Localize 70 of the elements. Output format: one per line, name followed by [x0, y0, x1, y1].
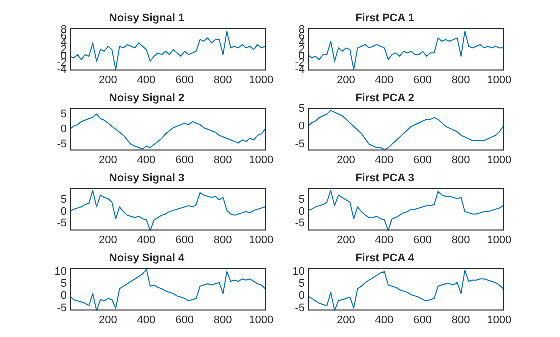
x-tick-label: 800	[452, 74, 470, 86]
x-tick-label: 600	[414, 234, 432, 246]
x-tick-label: 1000	[249, 234, 274, 246]
y-tick-label: -5	[295, 302, 305, 314]
x-tick-label: 200	[98, 234, 118, 246]
x-tick-label: 200	[336, 74, 356, 86]
chart-title: First PCA 2	[356, 92, 414, 105]
x-tick-label: 600	[176, 234, 194, 246]
chart-title: First PCA 4	[356, 252, 416, 265]
y-tick-label: -4	[57, 64, 67, 76]
x-tick-label: 400	[375, 154, 394, 166]
chart-title: Noisy Signal 1	[109, 12, 185, 25]
x-tick-label: 200	[336, 154, 356, 166]
x-tick-label: 800	[214, 314, 232, 326]
chart-title: Noisy Signal 4	[109, 252, 186, 265]
x-tick-label: 600	[176, 314, 194, 326]
x-tick-label: 200	[98, 314, 118, 326]
x-tick-label: 1000	[249, 154, 274, 166]
x-tick-label: 400	[375, 314, 394, 326]
x-tick-label: 1000	[487, 74, 512, 86]
chart-title: First PCA 3	[356, 172, 414, 185]
y-tick-label: 0	[60, 206, 67, 218]
x-tick-label: 1000	[487, 314, 512, 326]
x-tick-label: 400	[137, 314, 156, 326]
x-tick-label: 600	[176, 154, 194, 166]
y-tick-label: -4	[295, 64, 305, 76]
x-tick-label: 600	[414, 314, 432, 326]
x-tick-label: 800	[214, 234, 232, 246]
x-tick-label: 800	[214, 154, 232, 166]
x-tick-label: 800	[452, 154, 470, 166]
x-tick-label: 200	[336, 314, 356, 326]
x-tick-label: 600	[176, 74, 194, 86]
x-tick-label: 600	[414, 74, 432, 86]
y-tick-label: -5	[295, 218, 305, 230]
y-tick-label: 0	[60, 124, 67, 136]
y-tick-label: -5	[57, 218, 67, 230]
x-tick-label: 1000	[487, 234, 512, 246]
y-tick-label: 5	[60, 278, 67, 290]
x-tick-label: 200	[98, 74, 118, 86]
x-tick-label: 400	[137, 74, 156, 86]
y-tick-label: 0	[298, 290, 305, 302]
x-tick-label: 1000	[249, 74, 274, 86]
x-tick-label: 800	[214, 74, 232, 86]
x-tick-label: 400	[137, 154, 156, 166]
x-tick-label: 1000	[249, 314, 274, 326]
x-tick-label: 400	[375, 234, 394, 246]
y-tick-label: 0	[298, 206, 305, 218]
y-tick-label: 5	[298, 102, 305, 115]
y-tick-label: 10	[292, 266, 305, 278]
y-tick-label: 5	[298, 278, 305, 290]
y-tick-label: 0	[60, 290, 67, 302]
x-tick-label: 200	[336, 234, 356, 246]
y-tick-label: 5	[60, 108, 67, 120]
y-tick-label: -5	[57, 302, 67, 314]
chart-title: First PCA 1	[356, 12, 414, 25]
chart-title: Noisy Signal 3	[109, 172, 185, 185]
x-tick-label: 1000	[487, 154, 512, 166]
y-tick-label: 5	[60, 194, 67, 206]
x-tick-label: 800	[452, 234, 470, 246]
x-tick-label: 800	[452, 314, 470, 326]
y-tick-label: 5	[298, 194, 305, 206]
x-tick-label: 200	[98, 154, 118, 166]
y-tick-label: -5	[295, 138, 305, 150]
chart-title: Noisy Signal 2	[109, 92, 185, 105]
x-tick-label: 400	[375, 74, 394, 86]
y-tick-label: -5	[57, 138, 67, 151]
x-tick-label: 400	[137, 234, 156, 246]
x-tick-label: 600	[414, 154, 432, 166]
y-tick-label: 10	[54, 266, 67, 278]
y-tick-label: 0	[298, 120, 305, 133]
